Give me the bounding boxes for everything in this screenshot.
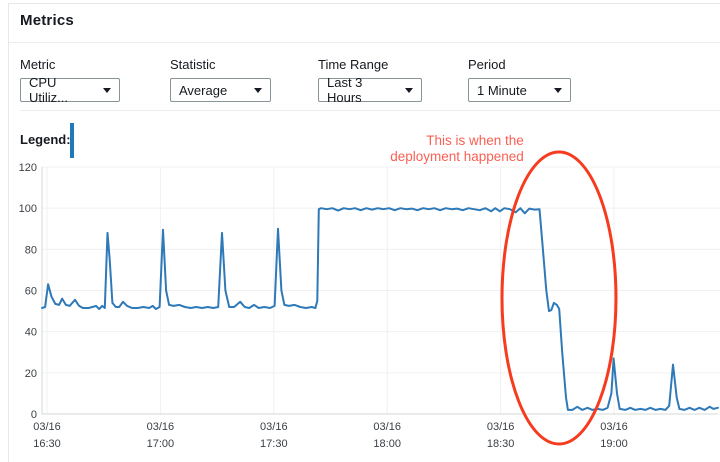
- x-tick-date-label: 03/16: [600, 421, 628, 433]
- time-range-dropdown[interactable]: Last 3 Hours: [318, 75, 422, 105]
- x-tick-date-label: 03/16: [147, 421, 175, 433]
- period-control: Period 1 Minute: [468, 57, 571, 102]
- legend-series-swatch[interactable]: [70, 123, 74, 158]
- panel-border-left: [8, 3, 9, 462]
- metric-control: Metric CPU Utiliz...: [20, 57, 120, 105]
- cpu-utilization-line: [41, 207, 719, 411]
- axis-border: [41, 167, 718, 415]
- legend-label: Legend:: [20, 132, 71, 147]
- deployment-annotation-line1: This is when the: [426, 133, 524, 148]
- x-tick-date-label: 03/16: [33, 421, 61, 433]
- x-tick-date-label: 03/16: [260, 421, 288, 433]
- time-range-dropdown-value: Last 3 Hours: [327, 75, 363, 105]
- metric-line-series: [41, 207, 719, 411]
- chart-gridlines: [42, 166, 720, 414]
- y-tick-label: 0: [31, 409, 37, 421]
- x-tick-time-label: 18:30: [487, 438, 515, 450]
- page-title: Metrics: [20, 12, 74, 29]
- y-tick-label: 100: [19, 203, 37, 215]
- chevron-down-icon: [254, 87, 262, 93]
- controls-divider: [20, 110, 720, 111]
- statistic-dropdown-value: Average: [179, 82, 228, 98]
- header-divider: [9, 42, 720, 43]
- x-tick-time-label: 17:30: [260, 438, 288, 450]
- chevron-down-icon: [103, 87, 111, 93]
- statistic-control: Statistic Average: [170, 57, 271, 102]
- x-tick-time-label: 18:00: [373, 438, 401, 450]
- x-tick-time-label: 17:00: [147, 438, 175, 450]
- deployment-ellipse-annotation: [500, 150, 618, 446]
- y-tick-label: 20: [25, 368, 37, 380]
- time-range-control: Time Range Last 3 Hours: [318, 57, 422, 105]
- x-tick-date-label: 03/16: [373, 421, 401, 433]
- y-tick-label: 60: [25, 286, 37, 298]
- metric-label: Metric: [20, 57, 56, 72]
- y-tick-label: 120: [19, 162, 37, 174]
- x-tick-time-label: 19:00: [600, 438, 628, 450]
- period-label: Period: [468, 57, 506, 72]
- deployment-annotation-line2: deployment happened: [390, 149, 524, 164]
- panel-border-top: [8, 3, 720, 4]
- y-tick-label: 80: [25, 244, 37, 256]
- chevron-down-icon: [554, 87, 562, 93]
- chart-axes: [41, 167, 718, 415]
- cpu-utilization-chart: 0 20 40 60 80 100 120 03/16 16:30 03/16 17:00 03/16…: [19, 133, 720, 450]
- statistic-label: Statistic: [170, 57, 216, 72]
- period-dropdown[interactable]: 1 Minute: [468, 78, 571, 102]
- chart-tick-labels: 0 20 40 60 80 100 120 03/16 16:30 03/16 17:00 03/16…: [19, 162, 628, 450]
- time-range-label: Time Range: [318, 57, 389, 72]
- y-tick-label: 40: [25, 327, 37, 339]
- x-tick-date-label: 03/16: [487, 421, 515, 433]
- chevron-down-icon: [405, 87, 413, 93]
- metric-dropdown-value: CPU Utiliz...: [29, 75, 68, 105]
- x-tick-time-label: 16:30: [33, 438, 61, 450]
- metric-dropdown[interactable]: CPU Utiliz...: [20, 75, 120, 105]
- period-dropdown-value: 1 Minute: [477, 82, 527, 98]
- statistic-dropdown[interactable]: Average: [170, 78, 271, 102]
